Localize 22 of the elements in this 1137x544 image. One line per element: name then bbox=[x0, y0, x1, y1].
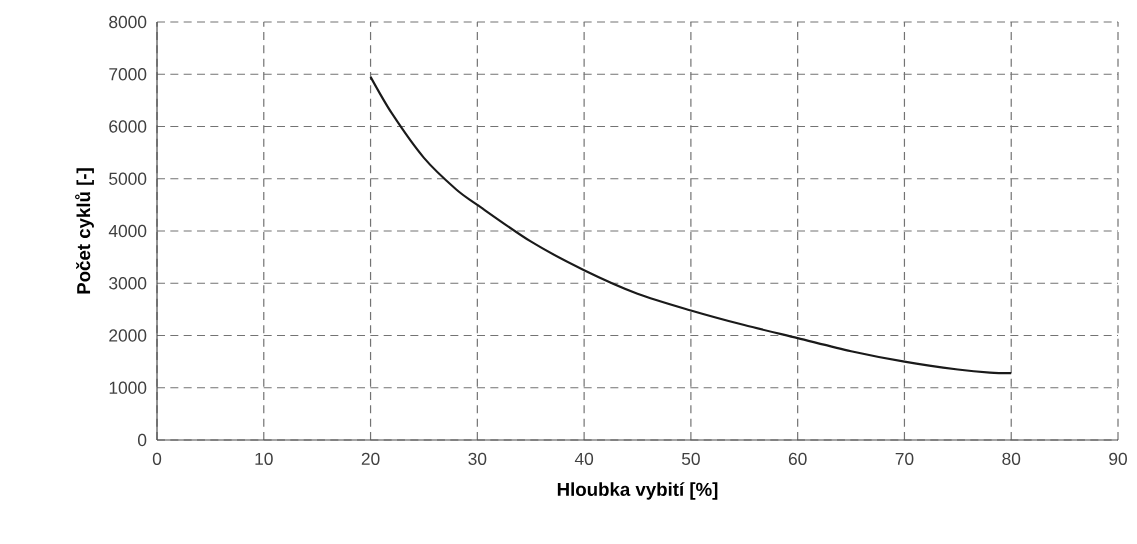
x-tick-label: 90 bbox=[1109, 452, 1127, 465]
y-tick-label: 6000 bbox=[109, 120, 147, 133]
x-tick-label: 0 bbox=[152, 452, 162, 465]
x-tick-label: 40 bbox=[574, 452, 594, 465]
x-tick-label: 50 bbox=[681, 452, 700, 465]
y-tick-label: 1000 bbox=[109, 381, 147, 394]
y-tick-label: 7000 bbox=[109, 68, 147, 81]
y-tick-label: 0 bbox=[137, 433, 147, 447]
y-tick-label: 5000 bbox=[109, 172, 147, 185]
x-tick-label: 60 bbox=[788, 452, 807, 465]
line-series bbox=[369, 75, 1013, 375]
y-tick-label: 3000 bbox=[109, 277, 147, 290]
y-axis-title: Počet cyklů [-] bbox=[75, 168, 94, 294]
y-tick-label: 2000 bbox=[109, 329, 147, 342]
x-tick-label: 10 bbox=[255, 452, 273, 465]
y-tick-label: 4000 bbox=[108, 224, 147, 238]
x-tick-label: 30 bbox=[468, 452, 487, 465]
x-tick-label: 70 bbox=[895, 452, 914, 465]
x-tick-label: 80 bbox=[1002, 452, 1021, 465]
x-axis-title: Hloubka vybití [%] bbox=[557, 482, 718, 500]
x-tick-label: 20 bbox=[361, 452, 380, 465]
y-tick-label: 8000 bbox=[109, 15, 147, 29]
